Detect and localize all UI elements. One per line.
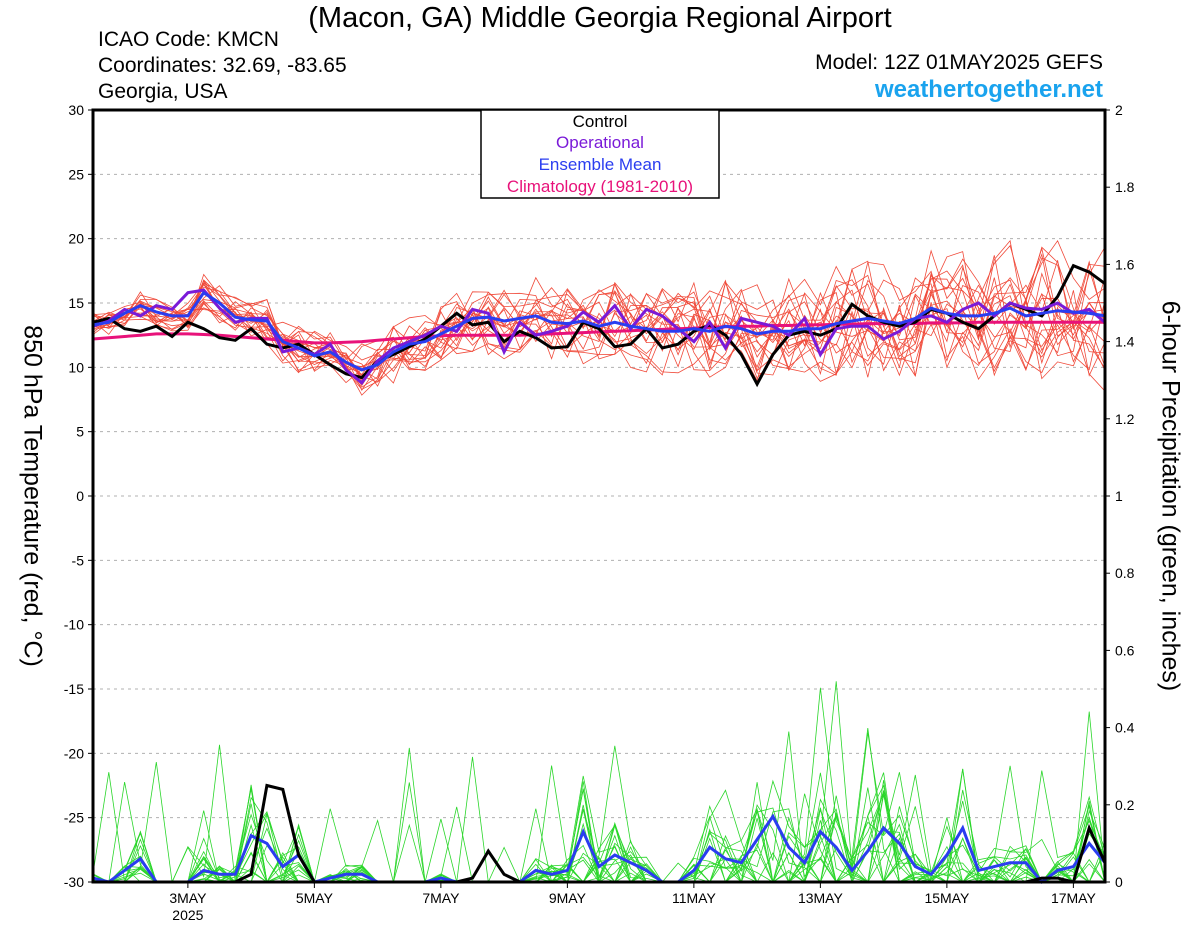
member-temp-line	[92, 261, 1106, 381]
x-tick-label: 7MAY	[422, 890, 460, 906]
icao-code: ICAO Code: KMCN	[98, 28, 279, 51]
y-tick-label: 10	[68, 359, 84, 375]
legend-ensemble-mean: Ensemble Mean	[539, 155, 662, 174]
x-tick-label: 11MAY	[672, 890, 716, 906]
y2-tick-label: 0.6	[1115, 642, 1135, 658]
y-axis-label-right: 6-hour Precipitation (green, inches)	[1156, 300, 1185, 692]
legend-control: Control	[573, 112, 628, 131]
region: Georgia, USA	[98, 80, 228, 103]
y2-tick-label: 0.8	[1115, 565, 1135, 581]
x-tick-label: 13MAY	[798, 890, 844, 906]
brand-link[interactable]: weathertogether.net	[874, 76, 1103, 103]
operational-temp-line	[92, 288, 1106, 385]
x-tick-label: 15MAY	[924, 890, 970, 906]
page-title: (Macon, GA) Middle Georgia Regional Airp…	[308, 2, 892, 34]
x-tick-year: 2025	[172, 907, 203, 923]
y-tick-label: -15	[64, 681, 84, 697]
y-tick-label: 30	[68, 102, 84, 118]
y2-tick-label: 1.6	[1115, 256, 1135, 272]
y-tick-label: 0	[76, 488, 84, 504]
y-axis-label-left: 850 hPa Temperature (red, °C)	[18, 325, 47, 667]
y2-tick-label: 1.8	[1115, 179, 1135, 195]
ensemble-mean-precip-line	[92, 813, 1107, 885]
y2-tick-label: 0.2	[1115, 797, 1135, 813]
y2-tick-label: 2	[1115, 102, 1123, 118]
member-precip-line	[92, 772, 1105, 883]
y-tick-label: 20	[68, 231, 84, 247]
y2-tick-label: 1.4	[1115, 334, 1135, 350]
member-precip-line	[93, 790, 1106, 883]
y-tick-label: -20	[64, 745, 84, 761]
coordinates: Coordinates: 32.69, -83.65	[98, 54, 347, 77]
x-tick-label: 17MAY	[1051, 890, 1097, 906]
legend-box	[480, 109, 720, 199]
legend-climatology: Climatology (1981-2010)	[507, 177, 693, 196]
y2-tick-label: 1.2	[1115, 411, 1135, 427]
y2-tick-label: 0.4	[1115, 720, 1135, 736]
y-tick-label: 5	[76, 424, 84, 440]
y-tick-label: -25	[64, 810, 84, 826]
member-temp-line	[92, 270, 1106, 388]
member-temp-line	[92, 239, 1106, 376]
member-temp-line	[92, 251, 1106, 390]
ensemble-mean-temp-line	[92, 290, 1106, 372]
y-tick-label: -5	[72, 552, 85, 568]
y-tick-label: 15	[68, 295, 84, 311]
legend-operational: Operational	[556, 133, 644, 152]
x-tick-label: 3MAY	[169, 890, 207, 906]
model-run: Model: 12Z 01MAY2025 GEFS	[815, 51, 1103, 74]
member-temp-line	[92, 255, 1106, 396]
grid-lines	[93, 173, 1105, 819]
legend: Control Operational Ensemble Mean Climat…	[480, 109, 720, 199]
y-tick-label: -30	[64, 874, 84, 890]
y-tick-label: -10	[64, 617, 84, 633]
x-tick-label: 9MAY	[549, 890, 587, 906]
y2-tick-label: 0	[1115, 874, 1123, 890]
y-tick-label: 25	[68, 166, 84, 182]
y2-tick-label: 1	[1115, 488, 1123, 504]
right-axis-ticks: 2 1.8 1.6 1.4 1.2 1 0.8 0.6 0.4 0.2 0	[1105, 102, 1135, 890]
x-tick-label: 5MAY	[296, 890, 334, 906]
left-axis-ticks: 30 25 20 15 10 5 0 -5 -10 -15 -20 -25 -30	[64, 102, 93, 890]
